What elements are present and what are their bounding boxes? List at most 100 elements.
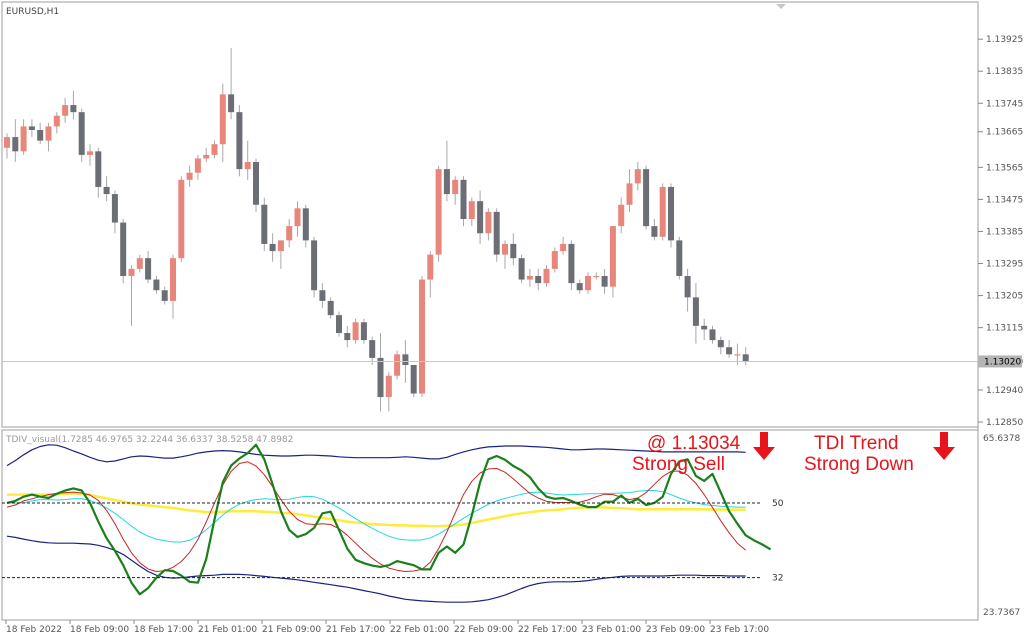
candle — [319, 283, 326, 309]
candle-body — [111, 194, 118, 223]
candle — [136, 254, 143, 273]
candle — [294, 201, 301, 237]
time-tick-label: 22 Feb 01:00 — [390, 625, 449, 635]
candle-body — [659, 186, 666, 237]
candle — [526, 268, 533, 287]
candle — [302, 204, 309, 248]
chart-shift-marker-icon[interactable] — [776, 4, 786, 9]
candle-body — [427, 254, 434, 280]
candle — [493, 208, 500, 262]
time-tick-label: 22 Feb 17:00 — [518, 625, 577, 635]
candle-body — [161, 290, 168, 301]
candle — [211, 140, 218, 159]
candle — [161, 286, 168, 305]
candle — [219, 83, 226, 163]
candle — [452, 176, 459, 205]
candle-body — [53, 115, 60, 127]
candle-body — [709, 329, 716, 341]
candle-body — [435, 169, 442, 255]
time-tick-label: 22 Feb 09:00 — [454, 625, 513, 635]
candle-body — [551, 251, 558, 269]
indicator-tick-label: 65.6378 — [983, 434, 1020, 444]
time-tick-label: 18 Feb 17:00 — [134, 625, 193, 635]
candle — [269, 233, 276, 262]
price-tick-label: 1.12940 — [986, 386, 1023, 396]
indicator-series-line — [7, 492, 746, 528]
candle-body — [568, 243, 575, 284]
time-tick-label: 23 Feb 01:00 — [582, 625, 641, 635]
candle-body — [543, 268, 550, 284]
candle-body — [385, 375, 392, 398]
candle-body — [170, 258, 176, 301]
candle — [560, 236, 567, 255]
price-tick-label: 1.13295 — [986, 260, 1023, 270]
candle — [377, 332, 384, 412]
candle-body — [717, 340, 724, 348]
candle-body — [493, 211, 500, 255]
candle — [95, 147, 102, 198]
candle — [53, 112, 60, 134]
candle-body — [4, 137, 10, 148]
candle — [228, 48, 235, 120]
candle — [551, 247, 558, 273]
candle-body — [228, 94, 235, 113]
candle-body — [78, 112, 85, 155]
candle — [435, 165, 442, 262]
candle — [568, 240, 575, 291]
candle — [659, 183, 666, 241]
candle — [717, 336, 724, 355]
candle — [609, 226, 616, 298]
price-tick-label: 1.13925 — [986, 35, 1023, 45]
candle-body — [510, 243, 517, 259]
candle-body — [20, 126, 27, 152]
indicator-series-line — [7, 490, 746, 543]
time-tick-label: 23 Feb 17:00 — [710, 625, 769, 635]
candle — [277, 240, 284, 269]
candle-body — [701, 325, 708, 330]
candle-body — [668, 186, 674, 241]
candle-body — [560, 243, 567, 252]
candle-body — [95, 151, 102, 187]
candle — [676, 236, 683, 280]
candle-body — [253, 162, 259, 205]
signal-tdi-trend-text: TDI Trend — [814, 433, 898, 454]
candle — [253, 158, 259, 212]
signal-strong-sell-text: Strong Sell — [632, 454, 725, 475]
indicator-panel[interactable] — [1, 429, 979, 621]
candle-body — [244, 162, 251, 170]
candle-body — [294, 208, 301, 227]
candle — [443, 140, 450, 202]
candle-body — [651, 226, 658, 237]
sell-arrow-icon — [753, 432, 775, 460]
candle-body — [518, 258, 525, 280]
candle-body — [261, 204, 268, 244]
candle — [684, 268, 691, 312]
candle — [626, 169, 633, 212]
candle-body — [128, 268, 135, 276]
candle — [576, 279, 583, 294]
candle — [111, 190, 118, 234]
candle-body — [535, 275, 542, 284]
candle — [62, 97, 69, 123]
candle-body — [576, 283, 583, 291]
candle — [410, 365, 417, 398]
candle — [145, 251, 152, 284]
candle — [344, 325, 351, 348]
candle-body — [601, 275, 608, 287]
candle — [460, 176, 467, 227]
time-tick-label: 18 Feb 09:00 — [70, 625, 129, 635]
candle — [120, 219, 127, 284]
candle — [286, 219, 293, 248]
symbol-timeframe-label: EURUSD,H1 — [6, 7, 59, 17]
price-tick-label: 1.13835 — [986, 67, 1023, 77]
candle-body — [734, 354, 741, 356]
candle-body — [136, 258, 143, 269]
price-tick-label: 1.12850 — [986, 418, 1023, 428]
candle-body — [120, 222, 127, 276]
candle-body — [186, 172, 193, 180]
candle-body — [609, 226, 616, 287]
candle-body — [327, 300, 334, 316]
candle-body — [70, 105, 77, 113]
candle — [352, 318, 359, 344]
